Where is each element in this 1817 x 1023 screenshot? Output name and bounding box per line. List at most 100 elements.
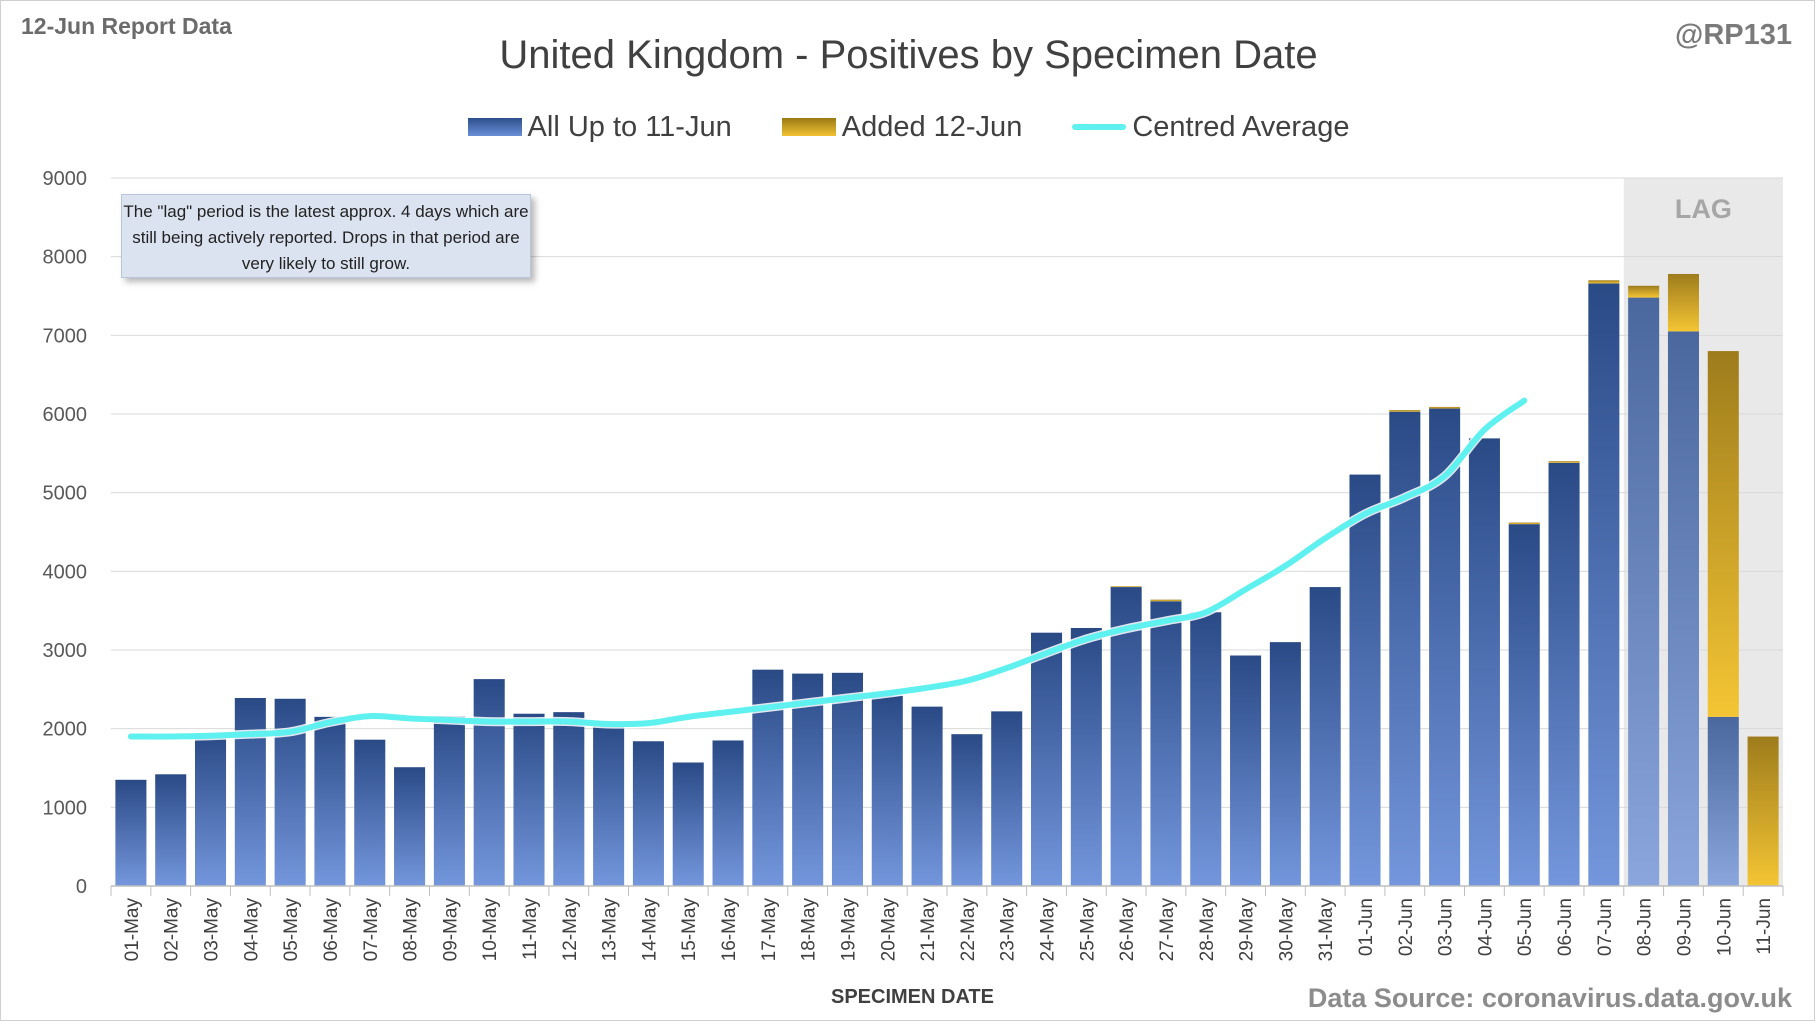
bar-16-May-base [712,740,744,886]
bar-25-May-base [1070,627,1102,886]
bar-10-Jun-base [1707,716,1739,886]
x-tick-label: 02-Jun [1396,898,1417,956]
legend-swatch-blue [467,118,522,136]
x-tick-label: 08-May [401,898,422,962]
x-tick-label: 29-May [1237,898,1258,962]
bar-10-May-base [473,679,505,886]
bar-03-May-base [194,734,227,886]
x-tick-label: 05-May [281,898,302,962]
x-tick-label: 04-May [241,898,262,962]
x-tick-label: 02-May [162,898,183,962]
bar-09-Jun-added [1667,273,1700,332]
centred-average-line [127,397,1528,740]
y-tick-label: 2000 [43,719,88,741]
bar-08-Jun-base [1628,297,1660,886]
bar-09-Jun-base [1667,331,1700,886]
bar-05-Jun-added [1508,522,1540,525]
bar-28-May-base [1190,612,1222,886]
bar-26-May-added [1110,586,1142,588]
bar-06-Jun-added [1548,461,1580,463]
y-tick-label: 3000 [43,640,88,662]
bar-24-May-base [1030,632,1063,886]
x-tick-label: 10-May [480,898,501,962]
bar-04-Jun-base [1468,438,1500,886]
x-tick-label: 31-May [1316,898,1337,962]
bar-01-May-base [115,779,147,886]
bar-27-May-added [1150,599,1182,602]
x-axis-title: SPECIMEN DATE [831,986,994,1008]
x-tick-label: 09-Jun [1674,898,1695,956]
bar-10-Jun-added [1707,351,1739,717]
x-tick-label: 03-Jun [1436,898,1457,956]
legend-entry-all-up-to: All Up to 11-Jun [467,110,732,144]
bar-11-Jun-added [1747,736,1779,886]
x-tick-label: 09-May [440,898,461,962]
x-tick-label: 15-May [679,898,700,962]
x-tick-label: 30-May [1276,898,1297,962]
x-tick-label: 01-Jun [1356,898,1377,956]
bar-21-May-base [911,706,943,886]
x-tick-label: 05-Jun [1515,898,1536,956]
y-tick-label: 9000 [43,168,88,190]
chart-title: United Kingdom - Positives by Specimen D… [499,33,1318,77]
bar-19-May-base [831,672,864,886]
x-tick-label: 25-May [1077,898,1098,962]
bar-12-May-base [553,712,585,886]
x-tick-label: 11-Jun [1754,898,1775,955]
bar-02-Jun-base [1389,411,1421,886]
bar-07-May-base [354,739,386,886]
legend-label: All Up to 11-Jun [527,110,732,143]
x-tick-label: 01-May [122,898,143,962]
x-tick-label: 21-May [918,898,939,962]
bar-02-May-base [155,774,187,886]
y-tick-label: 6000 [43,404,88,426]
bar-06-Jun-base [1548,462,1580,886]
x-tick-label: 07-Jun [1595,898,1616,956]
bar-26-May-base [1110,587,1142,886]
bar-06-May-base [314,716,346,886]
legend-label: Added 12-Jun [841,110,1023,143]
lag-note: The "lag" period is the latest approx. 4… [121,194,531,278]
x-tick-label: 20-May [878,898,899,962]
x-tick-label: 16-May [719,898,740,962]
bar-20-May-base [871,695,903,886]
bar-02-Jun-added [1389,410,1421,412]
x-tick-label: 17-May [759,898,780,962]
bar-07-Jun-added [1588,280,1620,284]
x-tick-label: 04-Jun [1475,898,1496,956]
bar-11-May-base [513,713,545,886]
x-tick-label: 07-May [361,898,382,962]
bar-27-May-base [1150,601,1182,886]
bar-29-May-base [1230,655,1262,886]
y-tick-label: 5000 [43,483,88,505]
bar-22-May-base [951,734,983,886]
bar-08-Jun-added [1628,285,1660,298]
legend-entry-added: Added 12-Jun [781,110,1023,144]
legend-swatch-line [1072,124,1127,130]
x-tick-label: 08-Jun [1635,898,1656,956]
bar-31-May-base [1309,587,1341,886]
x-tick-label: 23-May [998,898,1019,962]
x-tick-label: 10-Jun [1714,898,1735,956]
author-handle: @RP131 [1675,19,1792,51]
lag-label: LAG [1675,194,1732,224]
x-tick-label: 06-May [321,898,342,962]
bar-03-Jun-added [1429,406,1461,409]
bar-01-Jun-base [1349,474,1381,886]
x-tick-label: 03-May [202,898,223,962]
y-tick-label: 7000 [43,325,88,347]
bar-23-May-base [991,711,1023,886]
x-tick-label: 28-May [1197,898,1218,962]
x-tick-label: 12-May [560,898,581,962]
x-tick-label: 06-Jun [1555,898,1576,956]
legend-swatch-gold [781,118,836,136]
bar-05-Jun-base [1508,524,1540,886]
bar-09-May-base [433,716,465,886]
x-tick-label: 26-May [1117,898,1138,962]
legend-entry-centred-average: Centred Average [1072,111,1349,144]
bar-30-May-base [1269,642,1301,886]
x-tick-label: 14-May [639,898,660,962]
y-tick-label: 0 [76,876,87,898]
y-tick-label: 1000 [43,797,88,819]
